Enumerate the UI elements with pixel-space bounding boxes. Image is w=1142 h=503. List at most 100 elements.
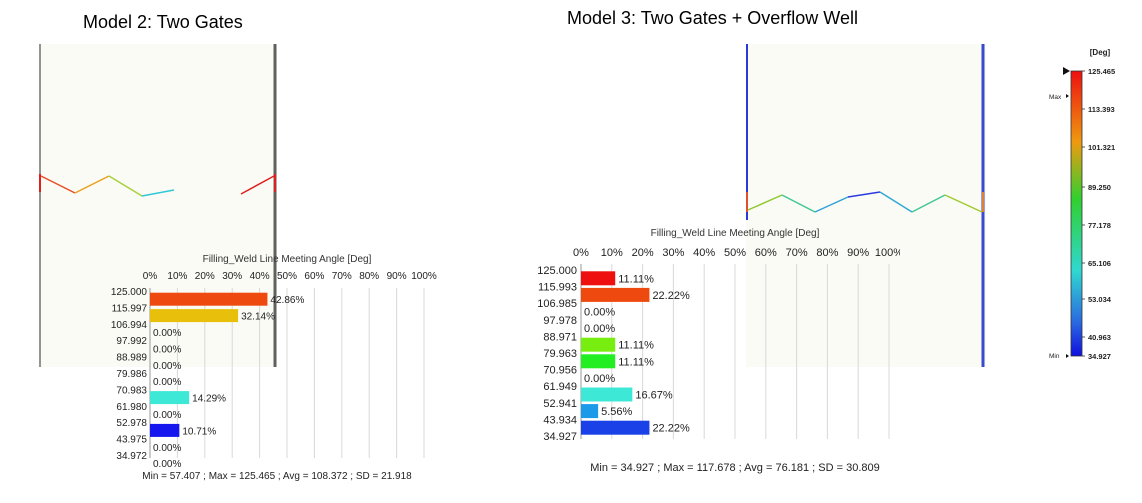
stats-summary: Min = 57.407 ; Max = 125.465 ; Avg = 108… [142,471,412,482]
model-3-weld-segment [814,196,849,213]
x-tick-label: 10% [167,271,187,282]
histogram-bar [581,354,616,369]
legend-tick-label: 101.321 [1088,143,1115,152]
x-tick-label: 80% [816,247,838,259]
legend-top-marker [1063,67,1070,75]
bar-value-label: 0.00% [153,443,181,454]
bar-value-label: 0.00% [153,361,181,372]
bin-edge-label: 115.997 [112,303,148,314]
bin-edge-label: 88.971 [543,331,577,343]
model-2-weld-segment [74,175,110,194]
x-tick-label: 80% [359,271,379,282]
x-tick-label: 40% [250,271,270,282]
histogram-bar [150,309,239,323]
bin-edge-label: 70.983 [116,385,147,396]
legend-tick-label: 113.393 [1088,105,1115,114]
bin-edge-label: 52.941 [543,398,577,410]
bar-value-label: 0.00% [153,328,181,339]
histogram-bar [581,387,633,402]
histogram-bar [581,287,650,302]
legend-tick-label: 125.465 [1088,67,1115,76]
model-3-weld-segment [911,194,946,213]
x-tick-label: 0% [573,247,589,259]
histogram-bar [150,423,180,437]
bar-value-label: 5.56% [601,406,632,418]
x-tick-label: 20% [195,271,215,282]
x-tick-label: 70% [786,247,808,259]
model-2-histogram: Filling_Weld Line Meeting Angle [Deg] 0% 1… [111,254,437,482]
x-tick-label: 90% [387,271,407,282]
legend-unit: [Deg] [1090,48,1111,57]
model-3-weld-segment [747,194,783,211]
bin-edge-label: 61.949 [543,381,577,393]
bin-edge-label: 115.993 [538,282,577,294]
x-tick-label: 10% [601,247,623,259]
bin-edge-label: 88.989 [116,353,147,364]
legend-min-label: Min [1049,353,1060,360]
bar-value-label: 10.71% [182,426,216,437]
chart-title: Filling_Weld Line Meeting Angle [Deg] [203,254,372,265]
x-tick-label: 60% [304,271,324,282]
x-tick-label: 20% [632,247,654,259]
bar-value-label: 0.00% [584,323,615,335]
x-tick-label: 40% [693,247,715,259]
bin-edge-label: 70.956 [543,365,577,377]
bar-value-label: 22.22% [652,290,690,302]
legend-tick-label: 40.963 [1088,333,1111,342]
x-tick-label: 100% [875,247,900,259]
model-3-histogram: Filling_Weld Line Meeting Angle [Deg] 0% 1… [537,228,900,474]
bar-value-label: 11.11% [618,356,654,368]
bin-edge-label: 79.986 [116,369,147,380]
histogram-bar [581,404,599,419]
x-tick-label: 90% [847,247,869,259]
bar-value-label: 0.00% [153,459,181,470]
bar-value-label: 42.86% [270,295,304,306]
model-3-weld-segment [781,194,816,213]
legend-color-bar [1070,70,1083,357]
model-3-part-background [746,44,986,367]
x-tick-label: 60% [755,247,777,259]
histogram-bar [581,337,616,352]
bar-value-label: 22.22% [652,423,690,435]
bar-value-label: 14.29% [192,394,226,405]
model-3-weld-segment [847,191,881,198]
chart-title: Filling_Weld Line Meeting Angle [Deg] [651,228,820,239]
bin-edge-label: 125.000 [537,265,577,277]
legend-tick-label: 65.106 [1088,259,1111,268]
bin-edge-label: 52.978 [116,418,147,429]
histogram-bar [581,271,616,286]
bin-edge-label: 97.992 [116,336,147,347]
x-tick-label: 30% [662,247,684,259]
legend-max-label: Max [1049,94,1062,101]
histogram-bar [150,391,190,405]
bar-value-label: 11.11% [618,340,654,352]
bar-value-label: 0.00% [584,307,615,319]
model-3-title: Model 3: Two Gates + Overflow Well [567,8,858,28]
x-tick-label: 50% [724,247,746,259]
x-tick-label: 0% [143,271,158,282]
model-2-weld-segment [40,175,76,194]
model-2-weld-segment [240,175,275,195]
bar-value-label: 32.14% [241,312,275,323]
bin-edge-label: 106.994 [111,320,148,331]
color-legend: [Deg] 125.465 113.393 101.321 89.250 77.178 65… [1049,48,1115,361]
legend-tick-label: 89.250 [1088,183,1111,192]
bin-edge-label: 34.972 [116,451,147,462]
bin-edge-label: 97.978 [543,315,577,327]
bar-value-label: 16.67% [635,390,673,402]
x-tick-label: 70% [332,271,352,282]
bin-edge-label: 61.980 [116,402,147,413]
legend-tick-label: 34.927 [1088,352,1111,361]
model-3-weld-segment [879,191,913,213]
legend-tick-label: 77.178 [1088,221,1111,230]
x-tick-label: 30% [222,271,242,282]
bin-edge-label: 43.934 [543,414,577,426]
bar-value-label: 0.00% [584,373,615,385]
x-tick-label: 50% [277,271,297,282]
model-2-title: Model 2: Two Gates [83,12,243,32]
bin-edge-label: 125.000 [111,287,148,298]
bin-edge-label: 106.985 [537,298,577,310]
legend-tick-label: 53.034 [1088,295,1112,304]
model-2-weld-segment [108,175,143,197]
